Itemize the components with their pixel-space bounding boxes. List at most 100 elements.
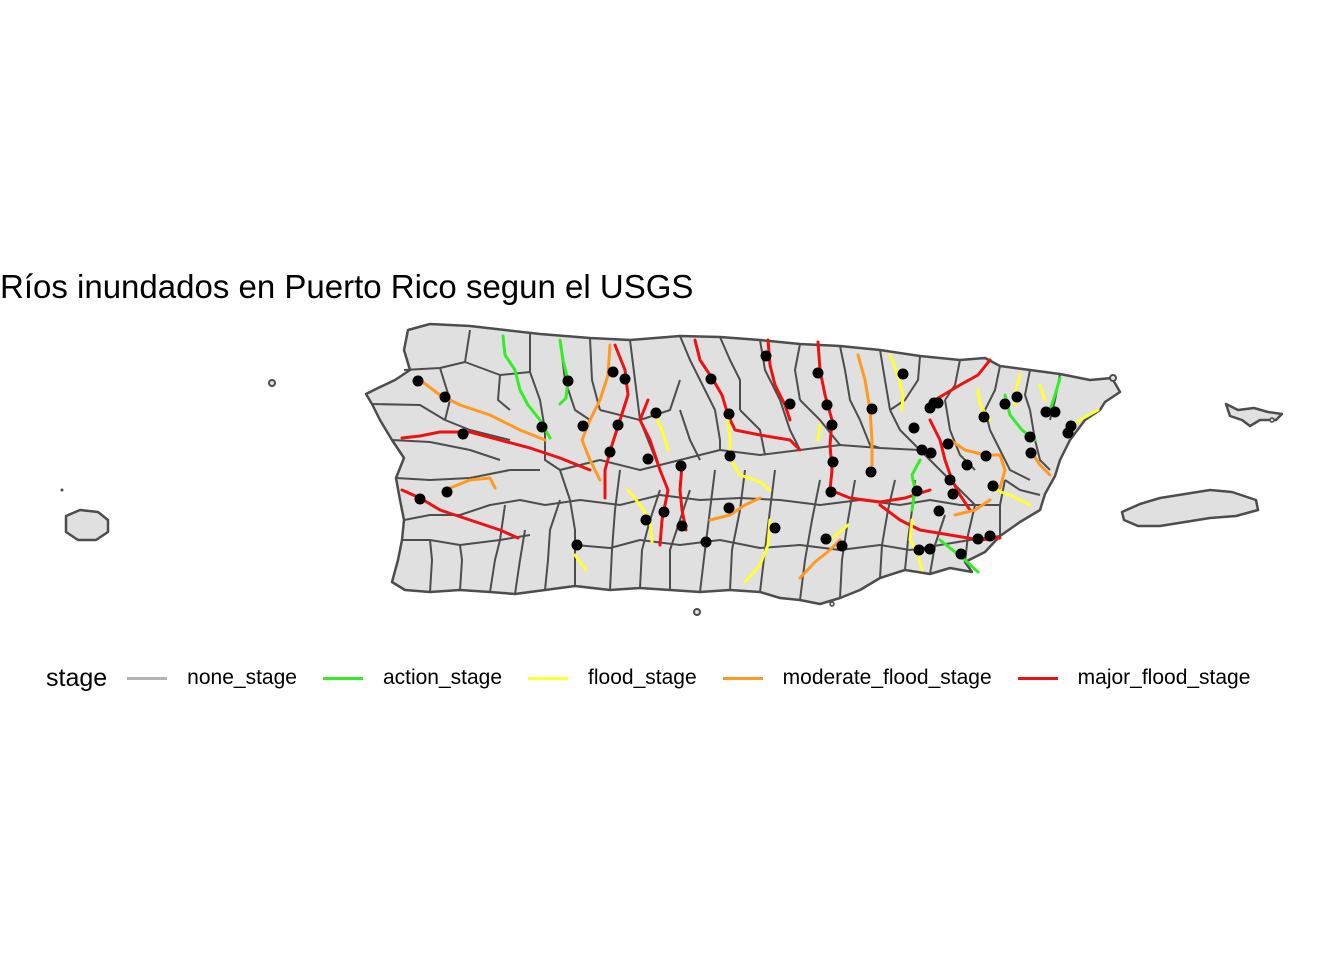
river-flood_stage — [626, 488, 654, 544]
legend-title: stage — [46, 663, 108, 692]
gauge-point — [723, 502, 735, 514]
legend-item-none_stage: none_stage — [127, 666, 297, 690]
river-action_stage — [501, 334, 552, 440]
gauge-point — [412, 375, 424, 387]
gauge-point — [619, 373, 631, 385]
gauge-point — [1040, 406, 1052, 418]
gauge-point — [1065, 420, 1077, 432]
legend: stage none_stage action_stage flood_stage m… — [46, 662, 1276, 694]
legend-item-major_flood_stage: major_flood_stage — [1017, 666, 1251, 690]
legend-label: major_flood_stage — [1077, 666, 1251, 689]
river-moderate_flood_stage — [580, 343, 612, 482]
river-major_flood_stage — [928, 418, 972, 512]
gauge-point — [441, 486, 453, 498]
legend-label: action_stage — [382, 666, 503, 689]
legend-item-moderate_flood_stage: moderate_flood_stage — [722, 666, 992, 690]
gauge-point — [944, 474, 956, 486]
gauge-point — [866, 403, 878, 415]
mona-island — [64, 508, 110, 542]
gauge-point — [612, 419, 624, 431]
gauge-layer — [412, 350, 1077, 560]
gauge-point — [439, 391, 451, 403]
river-major_flood_stage — [678, 463, 688, 532]
river-moderate_flood_stage — [418, 378, 547, 442]
river-action_stage — [1048, 376, 1062, 412]
gauge-point — [1011, 391, 1023, 403]
gauge-point — [784, 398, 796, 410]
gauge-point — [769, 522, 781, 534]
gauge-point — [1049, 406, 1061, 418]
legend-label: flood_stage — [588, 666, 697, 689]
gauge-point — [650, 407, 662, 419]
gauge-point — [972, 533, 984, 545]
river-flood_stage — [993, 488, 1032, 507]
gauge-point — [604, 446, 616, 458]
gauge-point — [414, 493, 426, 505]
gauge-point — [536, 421, 548, 433]
gauge-point — [911, 485, 923, 497]
gauge-point — [821, 399, 833, 411]
river-flood_stage — [1038, 383, 1047, 402]
gauge-point — [1024, 431, 1036, 443]
gauge-point — [825, 486, 837, 498]
gauge-point — [724, 450, 736, 462]
legend-key-major_flood_stage — [1017, 676, 1058, 680]
gauge-point — [562, 375, 574, 387]
gauge-point — [700, 536, 712, 548]
gauge-point — [984, 530, 996, 542]
gauge-point — [955, 548, 967, 560]
gauge-point — [705, 373, 717, 385]
river-moderate_flood_stage — [798, 538, 842, 580]
river-major_flood_stage — [400, 430, 592, 472]
gauge-point — [723, 408, 735, 420]
gauge-point — [607, 366, 619, 378]
legend-key-action_stage — [322, 676, 363, 680]
gauge-point — [812, 367, 824, 379]
gauge-point — [932, 397, 944, 409]
gauge-point — [908, 422, 920, 434]
gauge-point — [987, 480, 999, 492]
land-layer — [60, 322, 1284, 616]
gauge-point — [457, 428, 469, 440]
river-major_flood_stage — [933, 358, 992, 402]
gauge-point — [978, 411, 990, 423]
legend-item-action_stage: action_stage — [322, 666, 503, 690]
map-title: Ríos inundados en Puerto Rico segun el U… — [0, 268, 694, 305]
legend-item-flood_stage: flood_stage — [528, 666, 697, 690]
gauge-point — [676, 520, 688, 532]
river-action_stage — [910, 458, 922, 512]
river-flood_stage — [743, 518, 772, 584]
river-flood_stage — [888, 353, 905, 412]
river-major_flood_stage — [638, 398, 670, 547]
river-flood_stage — [908, 518, 924, 572]
legend-label: none_stage — [187, 666, 297, 689]
river-moderate_flood_stage — [443, 476, 497, 492]
gauge-point — [675, 460, 687, 472]
river-flood_stage — [653, 413, 670, 452]
gauge-point — [947, 488, 959, 500]
gauge-point — [913, 544, 925, 556]
gauge-point — [933, 505, 945, 517]
vieques-island — [1120, 488, 1260, 528]
river-moderate_flood_stage — [708, 496, 762, 522]
legend-label: moderate_flood_stage — [782, 666, 992, 689]
gauge-point — [961, 459, 973, 471]
legend-key-none_stage — [127, 676, 168, 680]
gauge-point — [571, 539, 583, 551]
river-flood_stage — [726, 418, 772, 492]
river-layer — [400, 334, 1100, 584]
river-major_flood_stage — [816, 340, 932, 504]
gauge-point — [980, 450, 992, 462]
gauge-point — [924, 543, 936, 555]
gauge-point — [820, 533, 832, 545]
legend-key-flood_stage — [528, 676, 569, 680]
legend-key-moderate_flood_stage — [722, 676, 763, 680]
river-flood_stage — [828, 523, 850, 542]
gauge-point — [1025, 447, 1037, 459]
river-flood_stage — [816, 423, 822, 442]
gauge-point — [827, 456, 839, 468]
gauge-point — [826, 419, 838, 431]
gauge-point — [897, 368, 909, 380]
river-moderate_flood_stage — [953, 498, 992, 517]
